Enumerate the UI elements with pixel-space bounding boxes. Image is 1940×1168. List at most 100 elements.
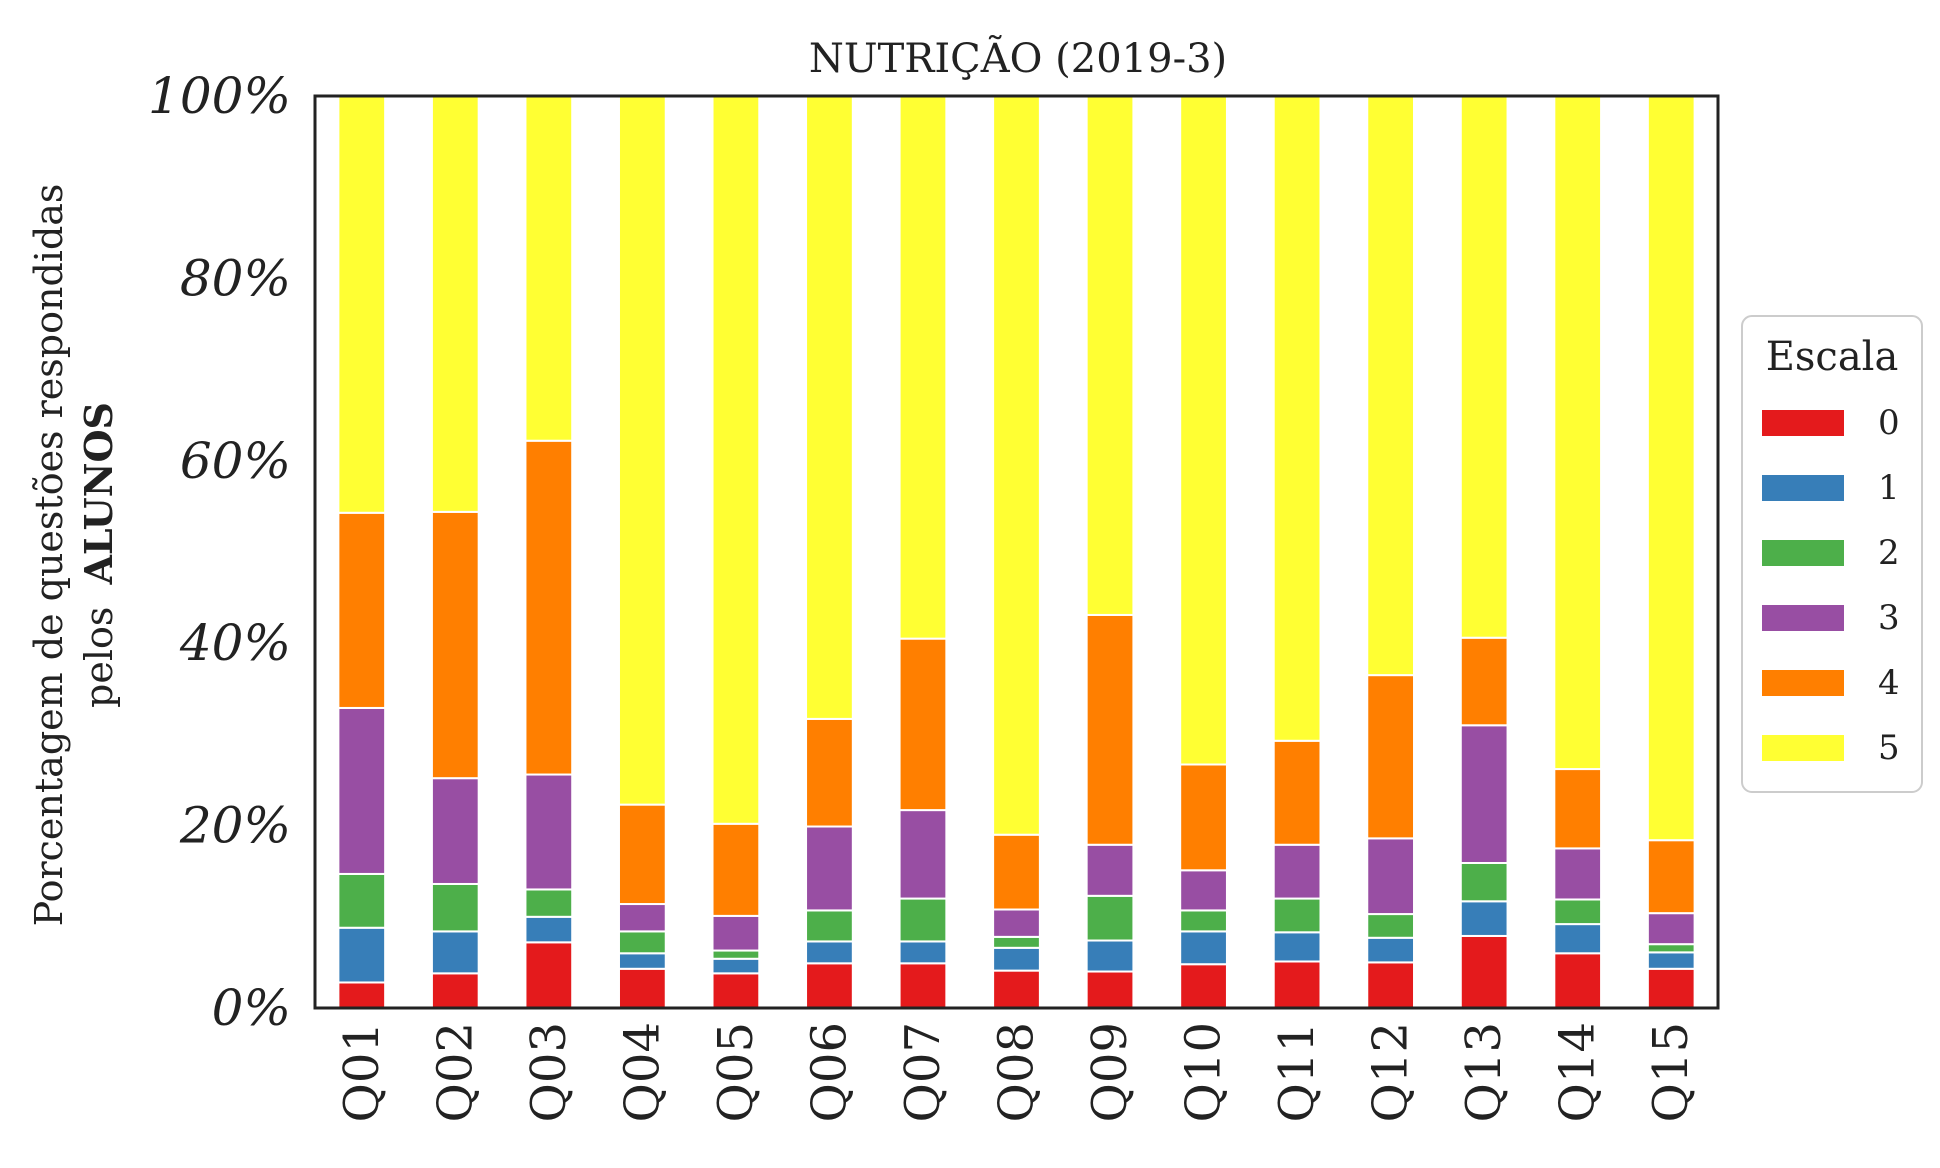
bar-q06-scale-5 [805,95,854,720]
bar-q13-scale-3 [1459,724,1509,864]
x-tick-label-q11: Q11 [1269,1022,1325,1122]
bar-q15-scale-3 [1646,912,1696,946]
bar-q11-scale-0 [1272,960,1322,1009]
bar-q08-scale-1 [992,946,1041,972]
x-tick-label-q01: Q01 [334,1022,390,1122]
bar-q08-scale-2 [992,935,1041,949]
bar-q11-scale-3 [1272,843,1322,900]
bar-q01-scale-4 [337,511,387,709]
bar-q12-scale-1 [1366,936,1416,964]
bar-q11-scale-4 [1272,739,1322,846]
x-tick-label-q10: Q10 [1176,1022,1232,1122]
bar-q11-scale-5 [1272,95,1322,742]
bar-q03-scale-1 [524,915,574,944]
bar-q13-scale-1 [1459,900,1509,937]
bar-q12-scale-5 [1366,95,1416,677]
bar-q12-scale-3 [1366,837,1416,916]
bar-q09-scale-1 [1085,939,1135,973]
bar-q14-scale-0 [1553,952,1603,1010]
bar-q14-scale-3 [1553,847,1603,901]
x-tick-label-q09: Q09 [1082,1022,1138,1122]
x-tick-label-q02: Q02 [427,1022,483,1122]
y-tick-label-100: 100% [148,67,291,125]
bar-q13-scale-0 [1459,934,1509,1010]
x-tick-labels: Q01 Q02 Q03 Q04 Q05 Q06 Q07 Q08 Q09 Q10 Q11 Q12 Q13 Q… [334,1022,1699,1122]
bar-q07-scale-3 [898,809,948,900]
x-tick-label-q04: Q04 [614,1022,670,1122]
legend-swatch-3 [1762,605,1844,631]
bar-q10-scale-3 [1179,869,1228,912]
bar-q12-scale-0 [1366,961,1416,1010]
y-tick-label-60: 60% [180,432,291,490]
bar-q03-scale-4 [524,439,574,776]
legend-swatch-0 [1762,410,1844,436]
bar-q09-scale-2 [1085,894,1135,942]
bar-q14-scale-1 [1553,923,1603,955]
bar-q07-scale-4 [898,637,948,812]
bar-q09-scale-0 [1085,970,1135,1010]
bar-q10-scale-5 [1179,95,1228,766]
bar-q02-scale-5 [430,95,480,513]
bar-q08-scale-0 [992,969,1041,1009]
bar-q05-scale-5 [711,95,761,825]
bar-q05-scale-3 [711,914,761,952]
bar-q06-scale-4 [805,717,854,828]
bar-q12-scale-2 [1366,913,1416,939]
bar-q14-scale-5 [1553,95,1603,771]
plot-frame [313,94,1720,1010]
bar-q04-scale-2 [617,930,667,955]
legend-items: 0 1 2 3 4 5 [1762,403,1900,768]
x-tick-label-q08: Q08 [989,1022,1045,1122]
bar-q02-scale-1 [430,930,480,975]
legend-label-2: 2 [1878,533,1900,573]
legend-label-5: 5 [1878,728,1900,768]
bar-q04-scale-4 [617,803,667,906]
bar-q04-scale-5 [617,95,667,806]
y-tick-label-20: 20% [179,797,291,855]
bar-q07-scale-5 [898,95,948,640]
bar-q11-scale-2 [1272,897,1322,934]
legend-swatch-1 [1762,475,1844,501]
bar-q14-scale-2 [1553,898,1603,926]
y-tick-labels: 0% 20% 40% 60% 80% 100% [148,67,291,1037]
x-tick-label-q12: Q12 [1363,1022,1419,1122]
bar-q03-scale-0 [524,941,574,1009]
bar-q07-scale-1 [898,940,948,965]
bar-q10-scale-2 [1179,909,1228,933]
legend-label-1: 1 [1878,468,1900,508]
bar-q13-scale-5 [1459,95,1509,639]
bar-q12-scale-4 [1366,674,1416,840]
bar-q02-scale-0 [430,972,480,1009]
bar-q08-scale-3 [992,908,1041,938]
bar-q10-scale-0 [1179,963,1228,1009]
bar-q13-scale-4 [1459,636,1509,727]
bar-q14-scale-4 [1553,768,1603,850]
x-tick-label-q15: Q15 [1643,1022,1699,1122]
y-tick-label-40: 40% [179,614,291,672]
bar-q15-scale-5 [1646,95,1696,842]
legend-label-3: 3 [1878,598,1900,638]
bar-q15-scale-2 [1646,943,1696,954]
chart-title: NUTRIÇÃO (2019-3) [809,35,1227,82]
x-tick-label-q03: Q03 [521,1022,577,1122]
bars-layer [337,95,1696,1010]
bar-q01-scale-3 [337,706,387,875]
bar-q15-scale-1 [1646,951,1696,970]
legend-title: Escala [1766,334,1899,380]
bar-q06-scale-0 [805,962,854,1010]
legend-swatch-5 [1762,735,1844,761]
bar-q03-scale-5 [524,95,574,442]
bar-q05-scale-4 [711,822,761,917]
bar-q01-scale-0 [337,981,387,1009]
bar-q13-scale-2 [1459,861,1509,903]
bar-q15-scale-4 [1646,839,1696,915]
bar-q08-scale-4 [992,833,1041,911]
bar-q08-scale-5 [992,95,1041,836]
bar-q02-scale-4 [430,510,480,780]
legend-label-4: 4 [1878,663,1900,703]
y-axis-label-line2: pelos ALUNOS [76,402,121,708]
bar-q03-scale-3 [524,773,574,891]
bar-q07-scale-0 [898,962,948,1010]
x-tick-label-q14: Q14 [1550,1022,1606,1122]
